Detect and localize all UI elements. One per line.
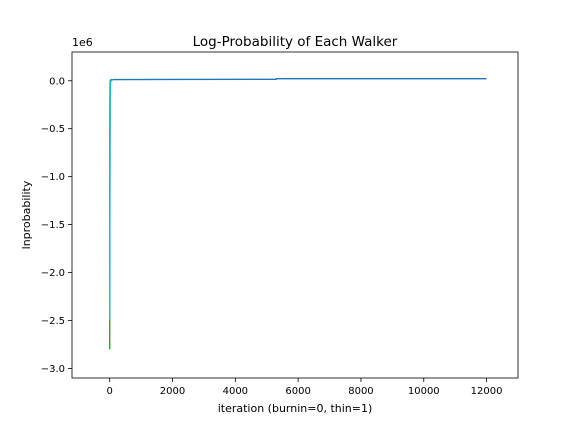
y-offset-label: 1e6 [72, 36, 93, 49]
x-tick-label: 0 [107, 386, 113, 397]
x-tick-label: 2000 [160, 386, 185, 397]
y-tick-label: −2.0 [41, 268, 65, 279]
y-axis-label: lnprobability [20, 180, 33, 249]
y-ticks: 0.0 −0.5 −1.0 −1.5 −2.0 −2.5 −3.0 [41, 76, 72, 375]
chart-title: Log-Probability of Each Walker [193, 34, 398, 50]
x-tick-label: 8000 [348, 386, 373, 397]
y-tick-label: −3.0 [41, 364, 65, 375]
y-tick-label: −1.0 [41, 172, 65, 183]
y-tick-label: 0.0 [49, 76, 65, 87]
y-tick-label: −2.5 [41, 316, 65, 327]
x-tick-label: 12000 [471, 386, 503, 397]
x-ticks: 0 2000 4000 6000 8000 10000 12000 [107, 378, 503, 397]
axes-frame [71, 51, 519, 379]
x-axis-label: iteration (burnin=0, thin=1) [218, 402, 373, 415]
x-tick-label: 4000 [223, 386, 248, 397]
y-tick-label: −1.5 [41, 220, 65, 231]
series-line-3 [108, 78, 114, 321]
series-layer [108, 77, 487, 350]
x-tick-label: 10000 [408, 386, 440, 397]
y-tick-label: −0.5 [41, 124, 65, 135]
x-tick-label: 6000 [285, 386, 310, 397]
